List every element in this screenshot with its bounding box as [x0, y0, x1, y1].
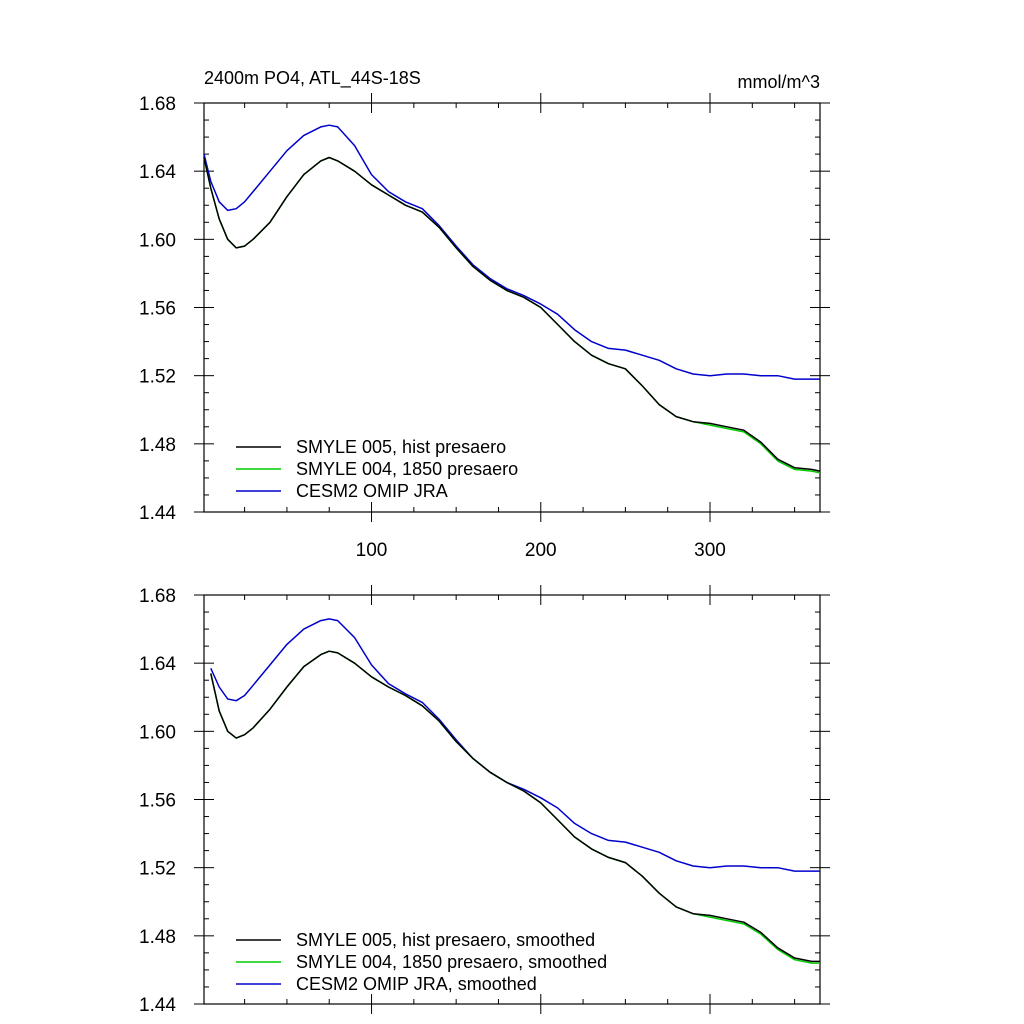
- top-panel-axes: 1.44 1.48 1.52 1.56 1.60 1.64 1.68 100 200 300: [139, 93, 830, 561]
- bottom-panel-series: [210, 618, 820, 964]
- y-tick-label: 1.68: [139, 586, 176, 607]
- series-line-2: [203, 124, 820, 380]
- legend-label: CESM2 OMIP JRA, smoothed: [296, 974, 537, 994]
- top-panel-title: 2400m PO4, ATL_44S-18S: [204, 68, 421, 89]
- series-line-0: [203, 156, 821, 472]
- y-tick-label: 1.64: [139, 162, 176, 183]
- x-tick-label: 200: [525, 540, 557, 561]
- top-panel: 2400m PO4, ATL_44S-18S mmol/m^3 1.44 1.48…: [139, 68, 830, 561]
- y-tick-label: 1.52: [139, 859, 176, 880]
- x-tick-label: 300: [694, 540, 726, 561]
- y-tick-label: 1.68: [139, 94, 176, 115]
- legend-label: SMYLE 005, hist presaero: [296, 437, 506, 457]
- bottom-panel-legend: SMYLE 005, hist presaero, smoothedSMYLE …: [236, 930, 607, 994]
- y-tick-label: 1.48: [139, 435, 176, 456]
- bottom-panel: 1.44 1.48 1.52 1.56 1.60 1.64 1.68 SMYLE 005, …: [139, 585, 830, 1016]
- x-tick-label: 100: [356, 540, 388, 561]
- y-tick-label: 1.56: [139, 791, 176, 812]
- legend-label: SMYLE 004, 1850 presaero: [296, 459, 518, 479]
- y-tick-label: 1.48: [139, 927, 176, 948]
- y-tick-label: 1.52: [139, 367, 176, 388]
- legend-label: SMYLE 004, 1850 presaero, smoothed: [296, 952, 607, 972]
- y-tick-label: 1.64: [139, 654, 176, 675]
- y-tick-label: 1.44: [139, 995, 176, 1016]
- y-tick-label: 1.60: [139, 722, 176, 743]
- y-tick-label: 1.56: [139, 299, 176, 320]
- bottom-panel-axes: 1.44 1.48 1.52 1.56 1.60 1.64 1.68: [139, 585, 830, 1016]
- top-panel-units: mmol/m^3: [738, 72, 820, 92]
- series-line-0: [210, 650, 820, 963]
- y-tick-label: 1.60: [139, 230, 176, 251]
- legend-label: CESM2 OMIP JRA: [296, 481, 448, 501]
- legend-label: SMYLE 005, hist presaero, smoothed: [296, 930, 595, 950]
- top-panel-series: [203, 124, 821, 474]
- y-tick-label: 1.44: [139, 503, 176, 524]
